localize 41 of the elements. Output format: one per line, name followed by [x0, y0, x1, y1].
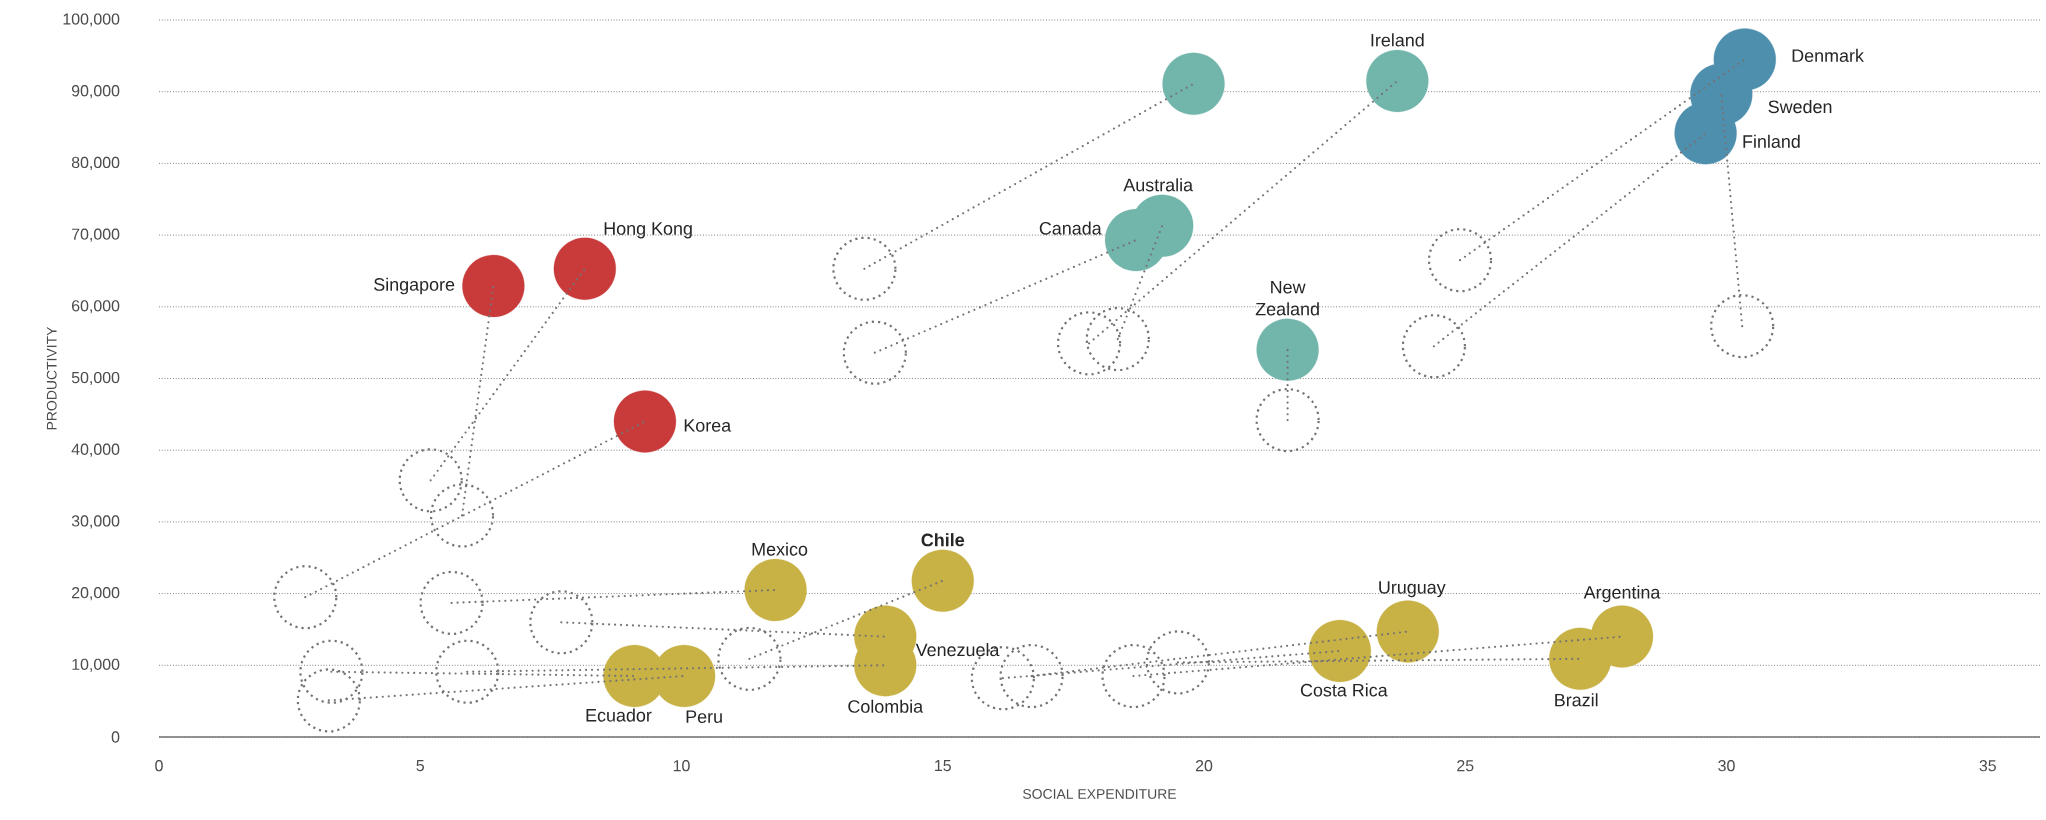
x-tick-label: 0	[155, 760, 163, 772]
annotation: Ireland	[1371, 33, 1424, 47]
y-tick-label: 70,000	[72, 228, 120, 242]
y-tick-label: 80,000	[71, 156, 120, 170]
annotation: Uruguay	[1379, 581, 1446, 598]
x-tick-label: 35	[1979, 760, 1996, 772]
y-tick-label: 0	[111, 731, 120, 743]
annotation: Mexico	[752, 542, 808, 556]
annotation: Venezuela	[915, 643, 1000, 657]
annotation: Costa Rica	[1300, 683, 1388, 697]
annotation: Hong Kong	[604, 222, 692, 239]
x-axis-title: SOCIAL EXPENDITURE	[1023, 789, 1176, 799]
y-tick-label: 60,000	[72, 300, 120, 314]
annotation: Finland	[1743, 134, 1800, 148]
x-tick-label: 15	[935, 760, 951, 772]
x-tick-label: 25	[1457, 760, 1474, 772]
annotation: Sweden	[1768, 99, 1832, 114]
annotation: Korea	[684, 419, 732, 432]
annotation: Colombia	[848, 699, 924, 713]
annotation: Ecuador	[586, 708, 652, 722]
x-tick-label: 30	[1718, 760, 1735, 772]
annotation: Brazil	[1555, 693, 1598, 707]
y-tick-label: 90,000	[71, 85, 120, 99]
annotation: Australia	[1123, 178, 1194, 192]
y-tick-label: 50,000	[71, 371, 120, 386]
x-tick-label: 5	[416, 760, 425, 772]
y-tick-label: 30,000	[71, 515, 120, 529]
annotation: Peru	[686, 710, 722, 723]
annotation: Chile	[921, 533, 965, 547]
annotation: New Zealand	[1255, 280, 1319, 316]
annotation: Denmark	[1792, 48, 1864, 63]
y-tick-label: 40,000	[71, 443, 120, 457]
y-tick-label: 10,000	[72, 658, 120, 672]
x-tick-label: 10	[673, 760, 690, 772]
annotation: Singapore	[374, 277, 455, 295]
annotation: Argentina	[1583, 585, 1661, 603]
y-tick-label: 100,000	[63, 13, 120, 27]
y-tick-label: 20,000	[72, 587, 120, 601]
annotation: Canada	[1039, 221, 1102, 235]
x-tick-label: 20	[1195, 760, 1213, 772]
y-axis-title: PRODUCTIVITY	[46, 326, 57, 430]
